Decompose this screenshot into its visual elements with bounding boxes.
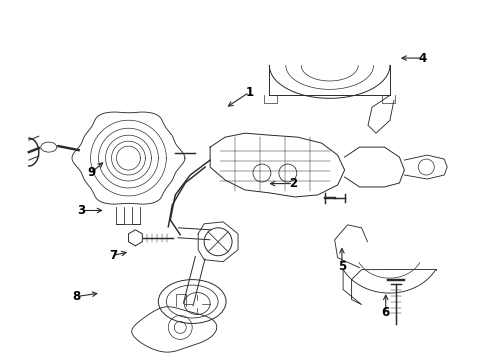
- Text: 4: 4: [417, 51, 426, 64]
- Text: 7: 7: [109, 249, 117, 262]
- Text: 3: 3: [77, 204, 85, 217]
- Ellipse shape: [41, 142, 57, 152]
- Text: 9: 9: [87, 166, 95, 179]
- Text: 2: 2: [288, 177, 297, 190]
- Text: 8: 8: [72, 290, 81, 303]
- Text: 5: 5: [337, 260, 346, 273]
- Text: 1: 1: [245, 86, 253, 99]
- Text: 6: 6: [381, 306, 389, 319]
